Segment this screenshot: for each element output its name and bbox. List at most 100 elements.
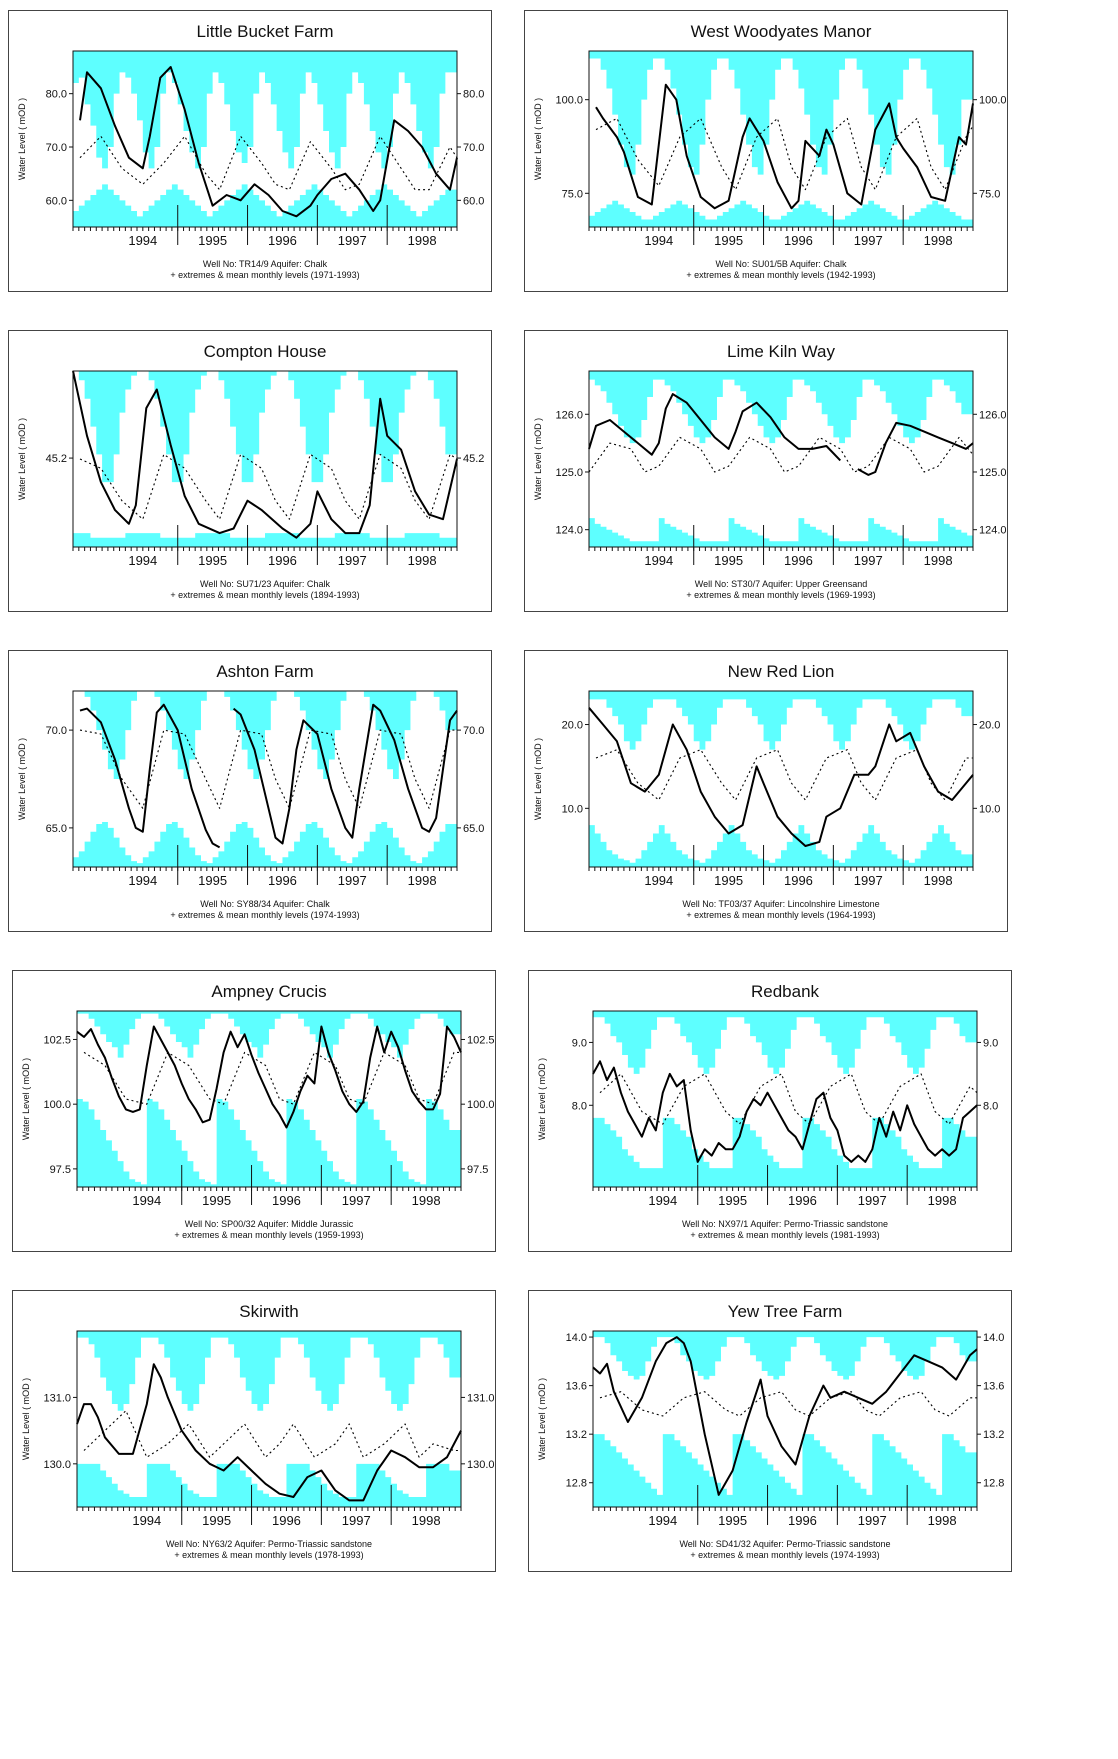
well-info: Well No: NY63/2 Aquifer: Permo-Triassic … [166, 1539, 372, 1549]
mean-level-line [588, 436, 974, 473]
lower-extreme-band [73, 822, 457, 867]
year-label: 1996 [788, 1193, 817, 1208]
year-label: 1998 [408, 233, 437, 248]
year-label: 1997 [854, 233, 883, 248]
y-axis-title: Water Level ( mOD ) [21, 1058, 31, 1140]
chart-title: Yew Tree Farm [728, 1302, 843, 1321]
year-label: 1995 [202, 1193, 231, 1208]
y-tick-label: 13.6 [566, 1381, 587, 1393]
extremes-note: + extremes & mean monthly levels (1964-1… [686, 910, 875, 920]
y-axis-title: Water Level ( mOD ) [533, 98, 543, 180]
y-tick-label: 70.0 [46, 725, 67, 737]
upper-extreme-band [73, 51, 457, 169]
y-tick-label: 100.0 [43, 1099, 71, 1111]
y-axis-title: Water Level ( mOD ) [21, 1378, 31, 1460]
water-level-line [592, 1060, 978, 1163]
chart-title: Ampney Crucis [211, 982, 326, 1001]
year-label: 1994 [644, 233, 673, 248]
well-info: Well No: SP00/32 Aquifer: Middle Jurassi… [185, 1219, 354, 1229]
year-label: 1996 [268, 233, 297, 248]
year-label: 1998 [408, 873, 437, 888]
y-tick-label: 126.0 [555, 409, 583, 421]
chart-title: West Woodyates Manor [691, 22, 872, 41]
extremes-note: + extremes & mean monthly levels (1974-1… [690, 1550, 879, 1560]
well-info: Well No: SU71/23 Aquifer: Chalk [200, 579, 330, 589]
upper-extreme-band [589, 691, 973, 750]
y-axis-title: Water Level ( mOD ) [533, 738, 543, 820]
y-axis-title: Water Level ( mOD ) [537, 1058, 547, 1140]
y-tick-label-right: 9.0 [983, 1037, 998, 1049]
y-tick-label-right: 70.0 [463, 142, 484, 154]
y-tick-label: 70.0 [46, 142, 67, 154]
well-info: Well No: SU01/5B Aquifer: Chalk [716, 259, 847, 269]
y-tick-label-right: 75.0 [979, 188, 1000, 200]
lower-extreme-band [589, 825, 973, 867]
extremes-note: + extremes & mean monthly levels (1969-1… [686, 590, 875, 600]
y-tick-label-right: 102.5 [467, 1034, 495, 1046]
hydrograph-svg: West Woodyates Manor 1994 1995 1996 1997 1998… [533, 22, 1007, 280]
water-level-line [79, 703, 221, 849]
y-tick-label: 130.0 [43, 1459, 71, 1471]
year-label: 1995 [714, 873, 743, 888]
mean-level-line [595, 117, 974, 191]
y-tick-label-right: 14.0 [983, 1332, 1004, 1344]
year-label: 1995 [202, 1513, 231, 1528]
hydrograph-panel: Ashton Farm 1994 1995 1996 1997 1998 65.0 65.0 7… [8, 650, 492, 932]
hydrograph-panel: Redbank 1994 1995 1996 1997 1998 8.0 8.0 9.0 9.0 W… [528, 970, 1012, 1252]
y-tick-label: 45.2 [46, 453, 67, 465]
y-tick-label-right: 10.0 [979, 803, 1000, 815]
chart-title: Little Bucket Farm [197, 22, 334, 41]
year-label: 1998 [408, 553, 437, 568]
y-tick-label: 75.0 [562, 188, 583, 200]
upper-extreme-band [73, 691, 457, 779]
y-tick-label-right: 100.0 [467, 1099, 495, 1111]
y-tick-label-right: 131.0 [467, 1392, 495, 1404]
y-axis-title: Water Level ( mOD ) [533, 418, 543, 500]
y-tick-label-right: 130.0 [467, 1459, 495, 1471]
extremes-note: + extremes & mean monthly levels (1942-1… [686, 270, 875, 280]
mean-level-line [83, 1410, 461, 1458]
well-info: Well No: SY88/34 Aquifer: Chalk [200, 899, 330, 909]
year-label: 1996 [272, 1193, 301, 1208]
y-tick-label-right: 20.0 [979, 720, 1000, 732]
year-label: 1996 [784, 233, 813, 248]
upper-extreme-band [77, 1331, 461, 1411]
year-label: 1995 [714, 233, 743, 248]
y-tick-label: 60.0 [46, 195, 67, 207]
y-axis-title: Water Level ( mOD ) [537, 1378, 547, 1460]
water-level-line [76, 1363, 462, 1502]
year-label: 1994 [128, 553, 157, 568]
well-info: Well No: ST30/7 Aquifer: Upper Greensand [695, 579, 867, 589]
well-info: Well No: TF03/37 Aquifer: Lincolnshire L… [682, 899, 879, 909]
y-tick-label-right: 12.8 [983, 1478, 1004, 1490]
year-label: 1996 [788, 1513, 817, 1528]
hydrograph-panel: Compton House 1994 1995 1996 1997 1998 45.2 45.… [8, 330, 492, 612]
hydrograph-svg: New Red Lion 1994 1995 1996 1997 1998 10.0 10.0… [533, 662, 1000, 920]
y-tick-label-right: 97.5 [467, 1164, 488, 1176]
year-label: 1998 [928, 1513, 957, 1528]
well-info: Well No: TR14/9 Aquifer: Chalk [203, 259, 328, 269]
chart-title: Redbank [751, 982, 820, 1001]
y-tick-label-right: 126.0 [979, 409, 1007, 421]
hydrograph-svg: Redbank 1994 1995 1996 1997 1998 8.0 8.0 9.0 9.0 W… [537, 982, 998, 1240]
lower-extreme-band [589, 200, 973, 227]
year-label: 1994 [648, 1513, 677, 1528]
year-label: 1995 [718, 1193, 747, 1208]
y-tick-label: 124.0 [555, 525, 583, 537]
year-label: 1998 [928, 1193, 957, 1208]
year-label: 1998 [412, 1193, 441, 1208]
mean-level-line [595, 749, 973, 801]
y-tick-label: 131.0 [43, 1392, 71, 1404]
year-label: 1997 [854, 553, 883, 568]
lower-extreme-band [593, 1117, 977, 1187]
y-tick-label-right: 8.0 [983, 1100, 998, 1112]
y-tick-label-right: 70.0 [463, 725, 484, 737]
y-tick-label: 10.0 [562, 803, 583, 815]
hydrograph-svg: Little Bucket Farm 1994 1995 1996 1997 1998 60… [17, 22, 484, 280]
year-label: 1995 [718, 1513, 747, 1528]
lower-extreme-band [73, 533, 457, 547]
hydrograph-panel: Little Bucket Farm 1994 1995 1996 1997 1998 60… [8, 10, 492, 292]
extremes-note: + extremes & mean monthly levels (1959-1… [174, 1230, 363, 1240]
y-tick-label: 12.8 [566, 1478, 587, 1490]
chart-title: Skirwith [239, 1302, 299, 1321]
